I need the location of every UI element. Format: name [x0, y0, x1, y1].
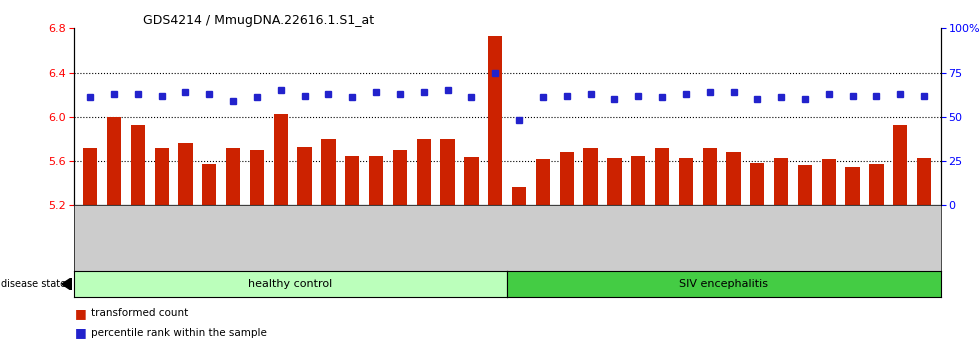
- Bar: [655, 148, 669, 205]
- Bar: [560, 152, 574, 205]
- Text: ■: ■: [74, 307, 86, 320]
- Bar: [345, 155, 360, 205]
- Text: SIV encephalitis: SIV encephalitis: [679, 279, 768, 289]
- Bar: [321, 139, 335, 205]
- Bar: [608, 158, 621, 205]
- Text: GDS4214 / MmugDNA.22616.1.S1_at: GDS4214 / MmugDNA.22616.1.S1_at: [143, 14, 374, 27]
- Bar: [440, 139, 455, 205]
- Bar: [250, 150, 265, 205]
- Bar: [488, 36, 503, 205]
- Bar: [536, 159, 550, 205]
- Polygon shape: [62, 278, 72, 290]
- Bar: [512, 187, 526, 205]
- Bar: [917, 158, 931, 205]
- Bar: [130, 125, 145, 205]
- Bar: [798, 166, 812, 205]
- Bar: [726, 152, 741, 205]
- Bar: [416, 139, 431, 205]
- Bar: [774, 158, 788, 205]
- Bar: [178, 143, 193, 205]
- Bar: [226, 148, 240, 205]
- Bar: [679, 158, 693, 205]
- Bar: [583, 148, 598, 205]
- Bar: [869, 164, 884, 205]
- Bar: [393, 150, 407, 205]
- Bar: [155, 148, 169, 205]
- Bar: [846, 167, 859, 205]
- Text: percentile rank within the sample: percentile rank within the sample: [91, 328, 267, 338]
- Text: disease state: disease state: [1, 279, 66, 289]
- Bar: [202, 164, 217, 205]
- Bar: [273, 114, 288, 205]
- Bar: [368, 155, 383, 205]
- Bar: [631, 155, 646, 205]
- Bar: [465, 157, 478, 205]
- Bar: [750, 163, 764, 205]
- Bar: [893, 125, 907, 205]
- Text: transformed count: transformed count: [91, 308, 188, 318]
- Bar: [83, 148, 97, 205]
- Bar: [703, 148, 716, 205]
- Bar: [821, 159, 836, 205]
- Text: ■: ■: [74, 326, 86, 339]
- Text: healthy control: healthy control: [248, 279, 332, 289]
- Bar: [298, 147, 312, 205]
- Bar: [107, 117, 122, 205]
